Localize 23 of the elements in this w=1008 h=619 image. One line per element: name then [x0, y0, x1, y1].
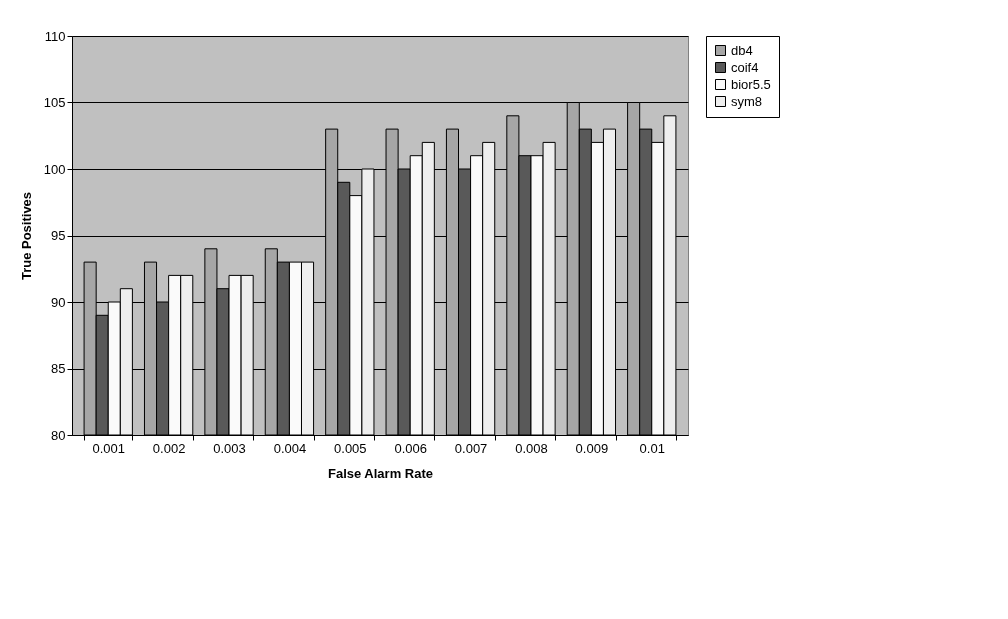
- y-tick-label: 105: [43, 95, 66, 110]
- x-tick-label: 0.003: [213, 440, 246, 456]
- legend-label: coif4: [731, 59, 759, 75]
- y-tick-label: 95: [51, 228, 66, 243]
- legend-label: db4: [731, 42, 753, 58]
- y-tick-label: 80: [51, 427, 66, 443]
- x-tick-label: 0.01: [639, 440, 665, 456]
- x-axis-title: False Alarm Rate: [327, 465, 434, 481]
- y-axis-title: True Positives: [18, 191, 34, 281]
- x-tick-label: 0.009: [575, 440, 609, 456]
- y-tick-label: 90: [51, 294, 66, 310]
- x-tick-label: 0.004: [273, 440, 307, 456]
- x-tick-label: 0.001: [92, 440, 126, 456]
- legend-label: sym8: [731, 93, 763, 109]
- x-tick-label: 0.005: [334, 440, 367, 456]
- x-tick-label: 0.008: [515, 440, 548, 456]
- y-tick-label: 85: [51, 361, 66, 376]
- y-tick-label: 100: [43, 161, 66, 177]
- y-tick-label: 110: [44, 28, 66, 44]
- legend-label: bior5.5: [731, 76, 771, 92]
- x-tick-label: 0.002: [152, 440, 186, 456]
- x-tick-label: 0.006: [394, 440, 427, 456]
- x-tick-label: 0.007: [454, 440, 488, 456]
